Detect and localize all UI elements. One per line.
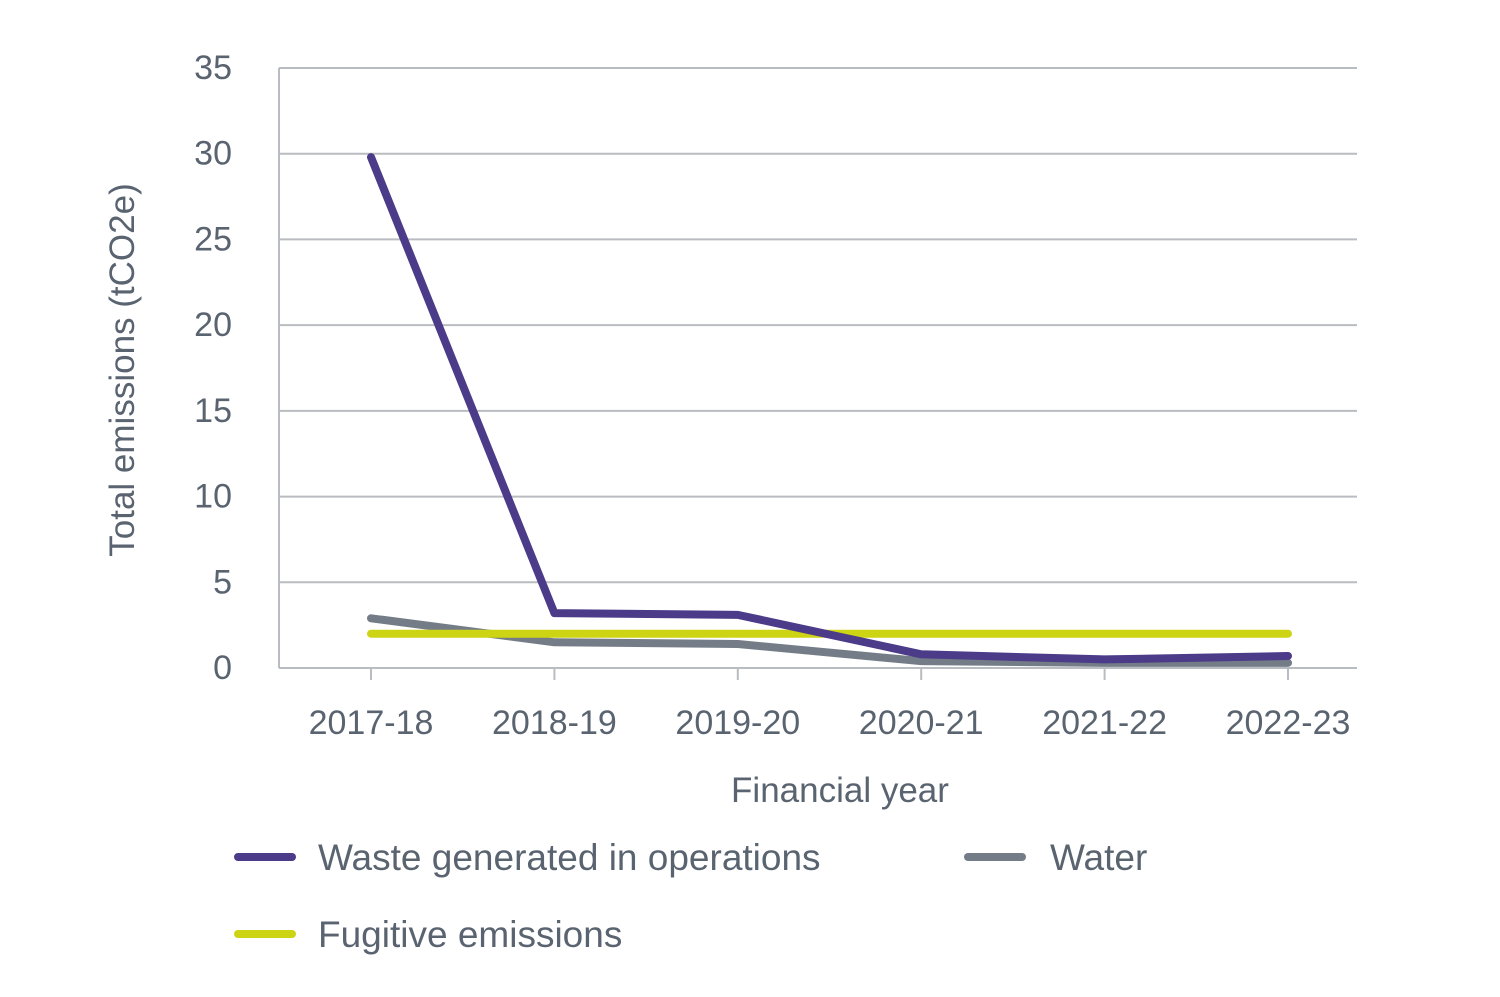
- y-tick-label: 15: [194, 392, 232, 430]
- x-tick-label: 2017-18: [309, 704, 434, 742]
- x-tick-label: 2022-23: [1226, 704, 1351, 742]
- legend-label: Water: [1050, 837, 1147, 878]
- legend: Waste generated in operations Water Fugiti…: [234, 837, 1147, 955]
- y-axis-title: Total emissions (tCO2e): [103, 183, 142, 556]
- series-lines: [367, 153, 1292, 667]
- legend-label: Fugitive emissions: [318, 914, 622, 955]
- y-tick-label: 5: [213, 563, 232, 601]
- legend-label: Waste generated in operations: [318, 837, 821, 878]
- x-tick-label: 2020-21: [859, 704, 984, 742]
- y-tick-label: 35: [194, 49, 232, 87]
- x-tick-label: 2021-22: [1042, 704, 1167, 742]
- y-tick-label: 30: [194, 135, 232, 173]
- gridlines: [279, 67, 1357, 584]
- series-line-waste-generated-in-operations: [367, 153, 1292, 664]
- x-tick-label: 2019-20: [675, 704, 800, 742]
- y-tick-label: 10: [194, 478, 232, 516]
- x-tick-label: 2018-19: [492, 704, 617, 742]
- y-tick-label: 25: [194, 220, 232, 258]
- y-tick-label: 20: [194, 306, 232, 344]
- x-tick-labels: 2017-18 2018-19 2019-20 2020-21 2021-22 2022-…: [309, 668, 1351, 742]
- x-axis-title: Financial year: [731, 771, 949, 810]
- y-tick-label: 0: [213, 649, 232, 687]
- y-tick-labels: 0 5 10 15 20 25 30 35: [194, 49, 232, 687]
- axes: [278, 68, 1357, 669]
